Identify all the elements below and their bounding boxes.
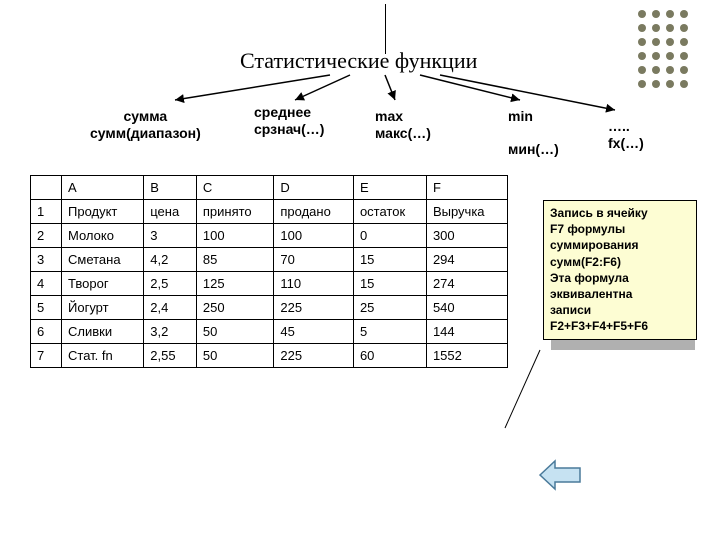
col-B: B — [144, 176, 197, 200]
col-C: C — [196, 176, 274, 200]
col-F: F — [426, 176, 507, 200]
func-min: min мин(…) — [508, 108, 559, 158]
func-sum-l2: сумм(диапазон) — [90, 125, 201, 142]
table-row: 5 Йогурт 2,4 250 225 25 540 — [31, 296, 508, 320]
func-min-l1: min — [508, 108, 559, 125]
table-row: 2 Молоко 3 100 100 0 300 — [31, 224, 508, 248]
page-title: Статистические функции — [240, 48, 477, 74]
back-arrow-icon[interactable] — [535, 455, 585, 500]
table-row: 6 Сливки 3,2 50 45 5 144 — [31, 320, 508, 344]
table-row: 3 Сметана 4,2 85 70 15 294 — [31, 248, 508, 272]
note-l5: Эта формула — [550, 270, 690, 286]
func-fx-l2: fx(…) — [608, 135, 644, 152]
func-fx-l1: ….. — [608, 118, 644, 135]
func-max: max макс(…) — [375, 108, 431, 142]
func-max-l2: макс(…) — [375, 125, 431, 142]
note-l4: сумм(F2:F6) — [550, 254, 690, 270]
note-l6: эквивалентна — [550, 286, 690, 302]
col-A: A — [62, 176, 144, 200]
func-fx: ….. fx(…) — [608, 118, 644, 152]
note-l3: суммирования — [550, 237, 690, 253]
func-min-l2: мин(…) — [508, 141, 559, 158]
func-max-l1: max — [375, 108, 431, 125]
corner-dots — [638, 10, 690, 90]
note-l7: записи — [550, 302, 690, 318]
col-D: D — [274, 176, 354, 200]
note-box: Запись в ячейку F7 формулы суммирования … — [543, 200, 697, 340]
note-l1: Запись в ячейку — [550, 205, 690, 221]
table-row: 1 Продукт цена принято продано остаток В… — [31, 200, 508, 224]
note-l8: F2+F3+F4+F5+F6 — [550, 318, 690, 334]
vertical-deco-line — [385, 4, 386, 54]
table-row: 7 Стат. fn 2,55 50 225 60 1552 — [31, 344, 508, 368]
func-sum-l1: сумма — [90, 108, 201, 125]
col-E: E — [353, 176, 426, 200]
func-avg: среднее срзнач(…) — [254, 104, 324, 138]
func-avg-l1: среднее — [254, 104, 324, 121]
note-l2: F7 формулы — [550, 221, 690, 237]
func-sum: сумма сумм(диапазон) — [90, 108, 201, 142]
data-table: A B C D E F 1 Продукт цена принято прода… — [30, 175, 508, 368]
func-avg-l2: срзнач(…) — [254, 121, 324, 138]
table-header-row: A B C D E F — [31, 176, 508, 200]
table-row: 4 Творог 2,5 125 110 15 274 — [31, 272, 508, 296]
col-blank — [31, 176, 62, 200]
